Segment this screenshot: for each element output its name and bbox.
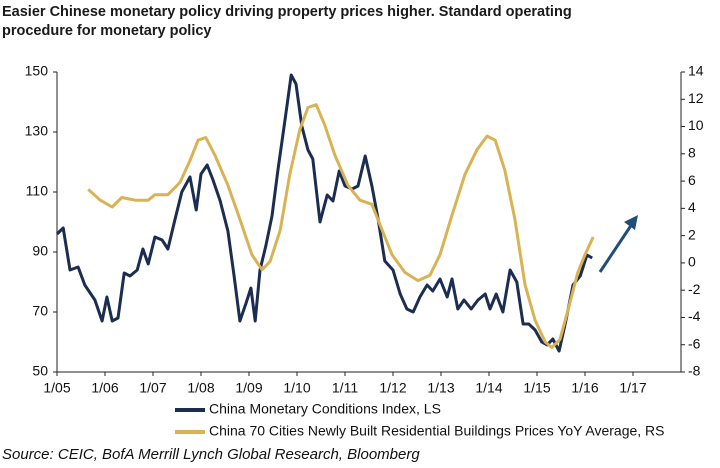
y-tick-label: 90 [32, 243, 48, 259]
y-tick-label: 50 [32, 363, 48, 379]
series-line [55, 73, 593, 353]
y2-tick-label: -2 [688, 281, 701, 297]
x-tick-label: 1/17 [619, 380, 646, 396]
x-tick-label: 1/14 [475, 380, 502, 396]
y2-tick-label: -6 [688, 335, 701, 351]
x-tick-label: 1/11 [332, 380, 358, 396]
y2-tick-label: 8 [688, 145, 696, 161]
chart-title: Easier Chinese monetary policy driving p… [2, 4, 572, 20]
y2-tick-label: 14 [688, 63, 704, 79]
x-tick-label: 1/08 [187, 380, 214, 396]
y2-tick-label: 10 [688, 117, 704, 133]
y2-tick-label: 4 [688, 199, 696, 215]
y2-tick-label: 12 [688, 90, 704, 106]
x-tick-label: 1/07 [139, 380, 166, 396]
x-tick-label: 1/05 [43, 380, 70, 396]
y2-tick-label: 0 [688, 254, 696, 270]
x-tick-label: 1/16 [571, 380, 598, 396]
arrow [598, 223, 634, 273]
y2-tick-label: 6 [688, 172, 696, 188]
series-line [87, 103, 595, 349]
y2-tick-label: 2 [688, 226, 696, 242]
x-tick-label: 1/13 [427, 380, 454, 396]
source: Source: CEIC, BofA Merrill Lynch Global … [2, 446, 420, 463]
x-tick-label: 1/12 [379, 380, 406, 396]
x-tick-label: 1/10 [283, 380, 310, 396]
chart-title: procedure for monetary policy [2, 23, 212, 39]
arrow-head [624, 215, 638, 230]
y2-tick-label: -8 [688, 363, 701, 379]
x-tick-label: 1/09 [235, 380, 262, 396]
y-tick-label: 110 [26, 183, 49, 199]
y-tick-label: 70 [32, 303, 48, 319]
y-tick-label: 150 [25, 63, 49, 79]
y2-tick-label: -4 [688, 308, 701, 324]
x-tick-label: 1/06 [91, 380, 118, 396]
y-tick-label: 130 [25, 123, 49, 139]
legend-label: China Monetary Conditions Index, LS [209, 401, 441, 417]
legend-label: China 70 Cities Newly Built Residential … [209, 423, 665, 439]
x-tick-label: 1/15 [523, 380, 550, 396]
